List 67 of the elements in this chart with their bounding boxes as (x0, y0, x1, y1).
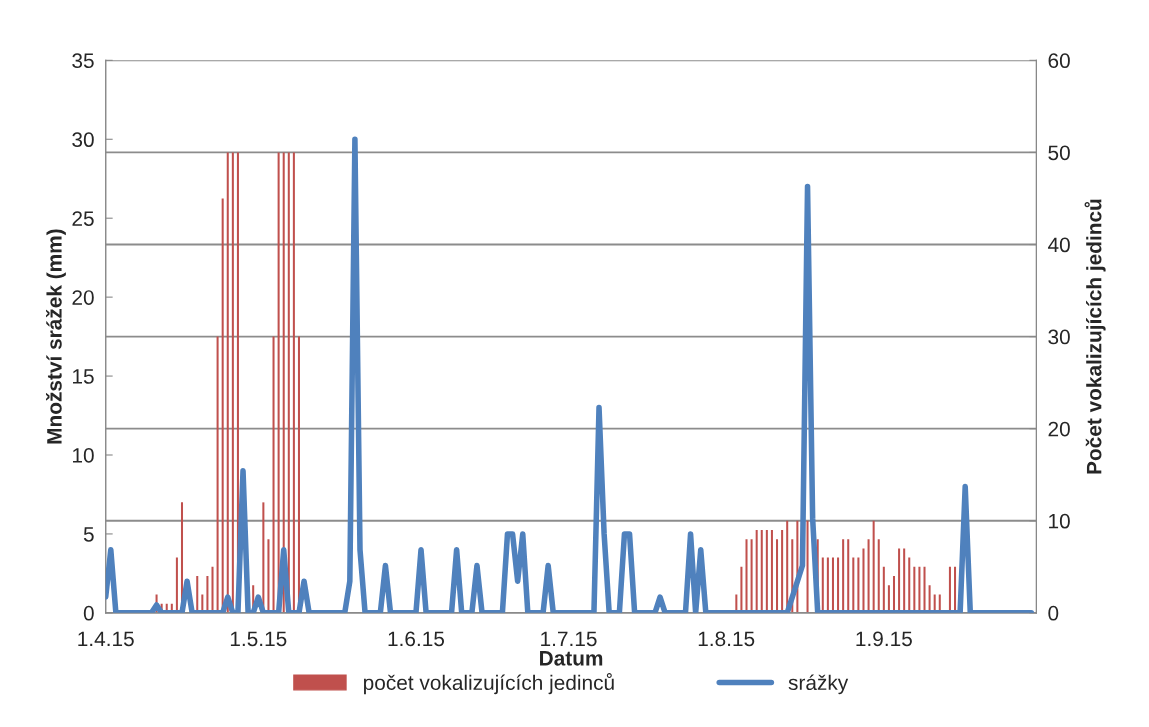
bar (755, 529, 758, 613)
bar (196, 576, 199, 613)
bar (898, 548, 901, 613)
x-tick-label: 1.5.15 (230, 631, 287, 647)
y-axis-title: Množství srážek (mm) (45, 229, 66, 444)
bar (892, 576, 896, 613)
bar (862, 548, 865, 613)
bar (852, 557, 855, 613)
y2-tick-label: 30 (1048, 329, 1070, 345)
y-tick-label: 0 (83, 605, 94, 621)
bar (272, 336, 275, 613)
bar (847, 539, 850, 613)
y2-tick-label: 0 (1048, 605, 1059, 621)
bar (877, 539, 880, 613)
y2-tick-label: 20 (1048, 421, 1070, 437)
y-tick-label: 35 (72, 53, 94, 69)
bar (867, 539, 870, 613)
bar (267, 539, 270, 613)
bar (770, 529, 773, 613)
bar (923, 566, 926, 613)
y2-tick-label: 40 (1047, 237, 1070, 253)
legend-label: počet vokalizujících jedinců (364, 673, 614, 695)
y2-tick-label: 10 (1049, 513, 1070, 529)
bar (913, 566, 916, 613)
bar (918, 566, 921, 613)
bar (781, 529, 784, 613)
bar (954, 566, 957, 613)
y2-tick-label: 50 (1048, 145, 1070, 161)
y-tick-label: 10 (73, 448, 94, 463)
bar (857, 557, 860, 613)
bar (826, 557, 829, 613)
bar (292, 152, 295, 613)
y2-tick-label: 60 (1048, 53, 1070, 69)
bar (821, 557, 824, 613)
bar (745, 539, 748, 613)
y-tick-label: 20 (72, 290, 94, 305)
x-axis-title: Datum (540, 651, 603, 666)
bar (175, 557, 178, 613)
bar (948, 566, 951, 613)
bar (806, 520, 809, 613)
y-tick-label: 25 (72, 211, 94, 226)
bar (740, 566, 743, 613)
bar (908, 557, 911, 613)
bar (882, 566, 885, 613)
bar (842, 539, 845, 613)
y-tick-label: 30 (72, 132, 94, 148)
bar (831, 557, 834, 613)
legend-label: srážky (788, 674, 849, 695)
bar (216, 336, 219, 613)
bar (765, 529, 768, 613)
bar (211, 566, 214, 613)
bar (760, 529, 763, 613)
x-tick-label: 1.7.15 (541, 631, 597, 647)
y-tick-label: 5 (83, 527, 94, 542)
x-tick-label: 1.9.15 (856, 631, 912, 647)
y-tick-label: 15 (73, 369, 94, 384)
x-tick-label: 1.6.15 (388, 631, 445, 647)
x-tick-label: 1.4.15 (78, 631, 134, 647)
y2-axis-title: Počet vokalizujících jedinců (1084, 199, 1106, 474)
bar (750, 539, 753, 613)
bar (903, 548, 906, 613)
bar (837, 557, 840, 613)
x-tick-label: 1.8.15 (698, 631, 755, 647)
bar (226, 152, 229, 613)
bar (206, 576, 209, 613)
bar (776, 539, 779, 613)
bar (872, 520, 875, 613)
